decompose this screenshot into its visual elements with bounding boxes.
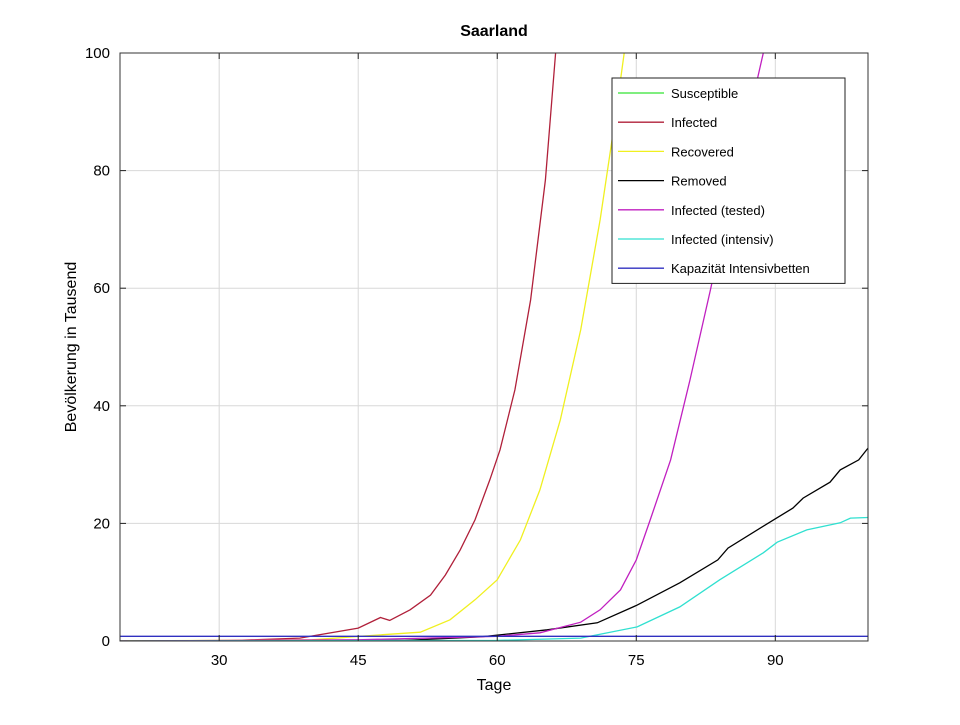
x-tick-label: 45	[350, 652, 367, 669]
y-axis-label: Bevölkerung in Tausend	[63, 262, 80, 433]
series-line-removed	[120, 447, 868, 641]
y-tick-label: 100	[85, 45, 110, 62]
legend-entry: Kapazität Intensivbetten	[671, 261, 810, 276]
y-tick-label: 40	[93, 398, 110, 415]
series-line-infected	[120, 53, 557, 641]
legend-entry: Infected (tested)	[671, 203, 765, 218]
legend-entry: Removed	[671, 174, 727, 189]
y-tick-label: 60	[93, 280, 110, 297]
legend-entry: Recovered	[671, 144, 734, 159]
y-tick-label: 20	[93, 515, 110, 532]
y-tick-label: 0	[102, 633, 110, 650]
x-tick-label: 60	[489, 652, 506, 669]
legend-entry: Infected	[671, 115, 717, 130]
x-tick-label: 30	[211, 652, 228, 669]
x-axis-label: Tage	[477, 677, 512, 694]
legend-entry: Susceptible	[671, 86, 738, 101]
plot-frame	[119, 52, 869, 642]
series-line-recovered	[120, 53, 625, 641]
series-line-infected-intensiv-	[120, 516, 868, 641]
chart-title: Saarland	[460, 23, 528, 40]
legend-entry: Infected (intensiv)	[671, 232, 774, 247]
x-tick-label: 75	[628, 652, 645, 669]
y-tick-label: 80	[93, 163, 110, 180]
x-tick-label: 90	[767, 652, 784, 669]
